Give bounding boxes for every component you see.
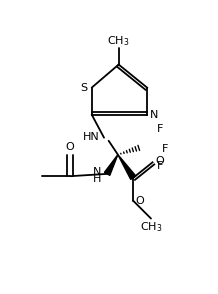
Text: CH$_3$: CH$_3$ — [107, 34, 130, 48]
Text: F: F — [157, 161, 164, 171]
Text: O: O — [156, 156, 164, 166]
Text: HN: HN — [83, 132, 99, 142]
Text: S: S — [81, 83, 88, 93]
Text: N: N — [93, 167, 101, 177]
Text: F: F — [157, 124, 164, 134]
Text: N: N — [150, 110, 159, 120]
Text: O: O — [66, 142, 75, 152]
Text: O: O — [136, 196, 144, 206]
Text: H: H — [93, 173, 101, 183]
Polygon shape — [104, 155, 118, 176]
Text: F: F — [162, 144, 168, 154]
Polygon shape — [118, 155, 136, 179]
Text: CH$_3$: CH$_3$ — [140, 220, 162, 234]
